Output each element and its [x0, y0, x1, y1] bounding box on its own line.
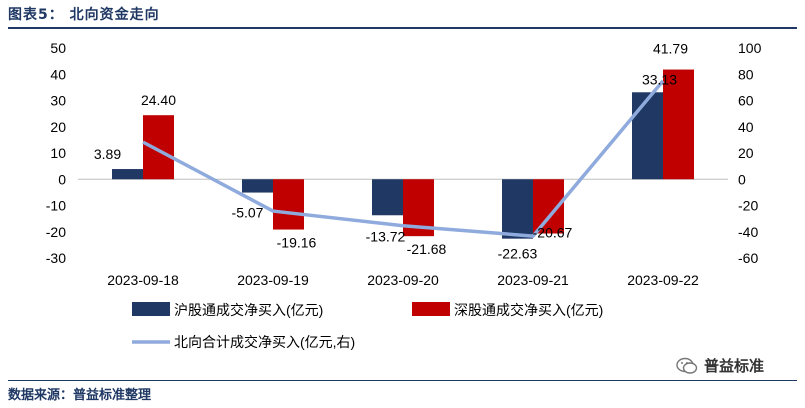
data-label: -22.63	[498, 246, 538, 262]
right-tick-label: 0	[738, 171, 746, 187]
left-tick-label: 10	[50, 145, 66, 161]
left-tick-label: 20	[50, 119, 66, 135]
total-line	[142, 79, 665, 238]
left-tick-label: 40	[50, 66, 66, 82]
data-label: -13.72	[366, 228, 406, 244]
watermark: 普益标准	[676, 355, 764, 376]
right-tick-label: -40	[738, 224, 758, 240]
legend-sz: 深股通成交净买入(亿元)	[412, 302, 603, 318]
left-tick-label: 30	[50, 93, 66, 109]
watermark-text: 普益标准	[704, 357, 765, 375]
x-axis: 2023-09-18 2023-09-19 2023-09-20 2023-09-21…	[107, 272, 699, 288]
legend-sz-swatch	[412, 302, 450, 316]
legend-total-label: 北向合计成交净买入(亿元,右)	[174, 334, 355, 350]
right-tick-label: 40	[738, 119, 754, 135]
sz-bar	[273, 179, 304, 230]
x-tick-label: 2023-09-21	[497, 272, 569, 288]
sz-bar	[663, 69, 694, 180]
left-tick-label: 50	[50, 40, 66, 56]
legend-total: 北向合计成交净买入(亿元,右)	[132, 334, 355, 350]
left-tick-label: -20	[46, 224, 66, 240]
right-tick-label: -20	[738, 198, 758, 214]
x-tick-label: 2023-09-22	[627, 272, 699, 288]
left-tick-label: 0	[58, 171, 66, 187]
data-label: -21.68	[407, 241, 447, 257]
left-tick-label: -10	[46, 198, 66, 214]
chart-title: 图表5： 北向资金走向	[8, 7, 160, 23]
sh-bar	[502, 179, 533, 239]
title-rule	[8, 27, 797, 29]
legend-sh-swatch	[132, 302, 170, 316]
footer-rule	[8, 380, 797, 381]
data-label: -5.07	[232, 204, 264, 220]
data-label: -20.67	[533, 225, 573, 241]
wechat-icon	[676, 357, 698, 374]
right-tick-label: 100	[738, 40, 762, 56]
x-tick-label: 2023-09-19	[237, 272, 309, 288]
sh-bar	[632, 92, 663, 180]
data-label: 3.89	[94, 146, 121, 162]
sh-bar	[242, 179, 273, 193]
x-tick-label: 2023-09-20	[367, 272, 439, 288]
data-label: 33.13	[642, 71, 677, 87]
bars	[112, 69, 694, 239]
sz-bar	[143, 115, 174, 180]
data-label: 24.40	[141, 92, 176, 108]
legend-sh-label: 沪股通成交净买入(亿元)	[174, 302, 323, 318]
data-labels: 3.89 -5.07 -13.72 -22.63 33.13 24.40 -19.16 -21…	[94, 41, 688, 262]
sh-bar	[112, 169, 143, 180]
legend-sh: 沪股通成交净买入(亿元)	[132, 302, 323, 318]
line-series	[142, 79, 665, 238]
data-label: -19.16	[277, 235, 317, 251]
right-tick-label: 20	[738, 145, 754, 161]
right-axis: 100 80 60 40 20 0 -20 -40 -60	[738, 40, 762, 266]
x-tick-label: 2023-09-18	[107, 272, 179, 288]
data-source: 数据来源：普益标准整理	[8, 388, 152, 403]
legend: 沪股通成交净买入(亿元) 深股通成交净买入(亿元) 北向合计成交净买入(亿元,右)	[132, 302, 603, 350]
right-tick-label: 80	[738, 66, 754, 82]
right-tick-label: 60	[738, 93, 754, 109]
data-label: 41.79	[653, 41, 688, 57]
left-axis: 50 40 30 20 10 0 -10 -20 -30	[46, 40, 66, 266]
left-tick-label: -30	[46, 250, 66, 266]
sh-bar	[372, 179, 403, 216]
right-tick-label: -60	[738, 250, 758, 266]
legend-sz-label: 深股通成交净买入(亿元)	[454, 302, 603, 318]
